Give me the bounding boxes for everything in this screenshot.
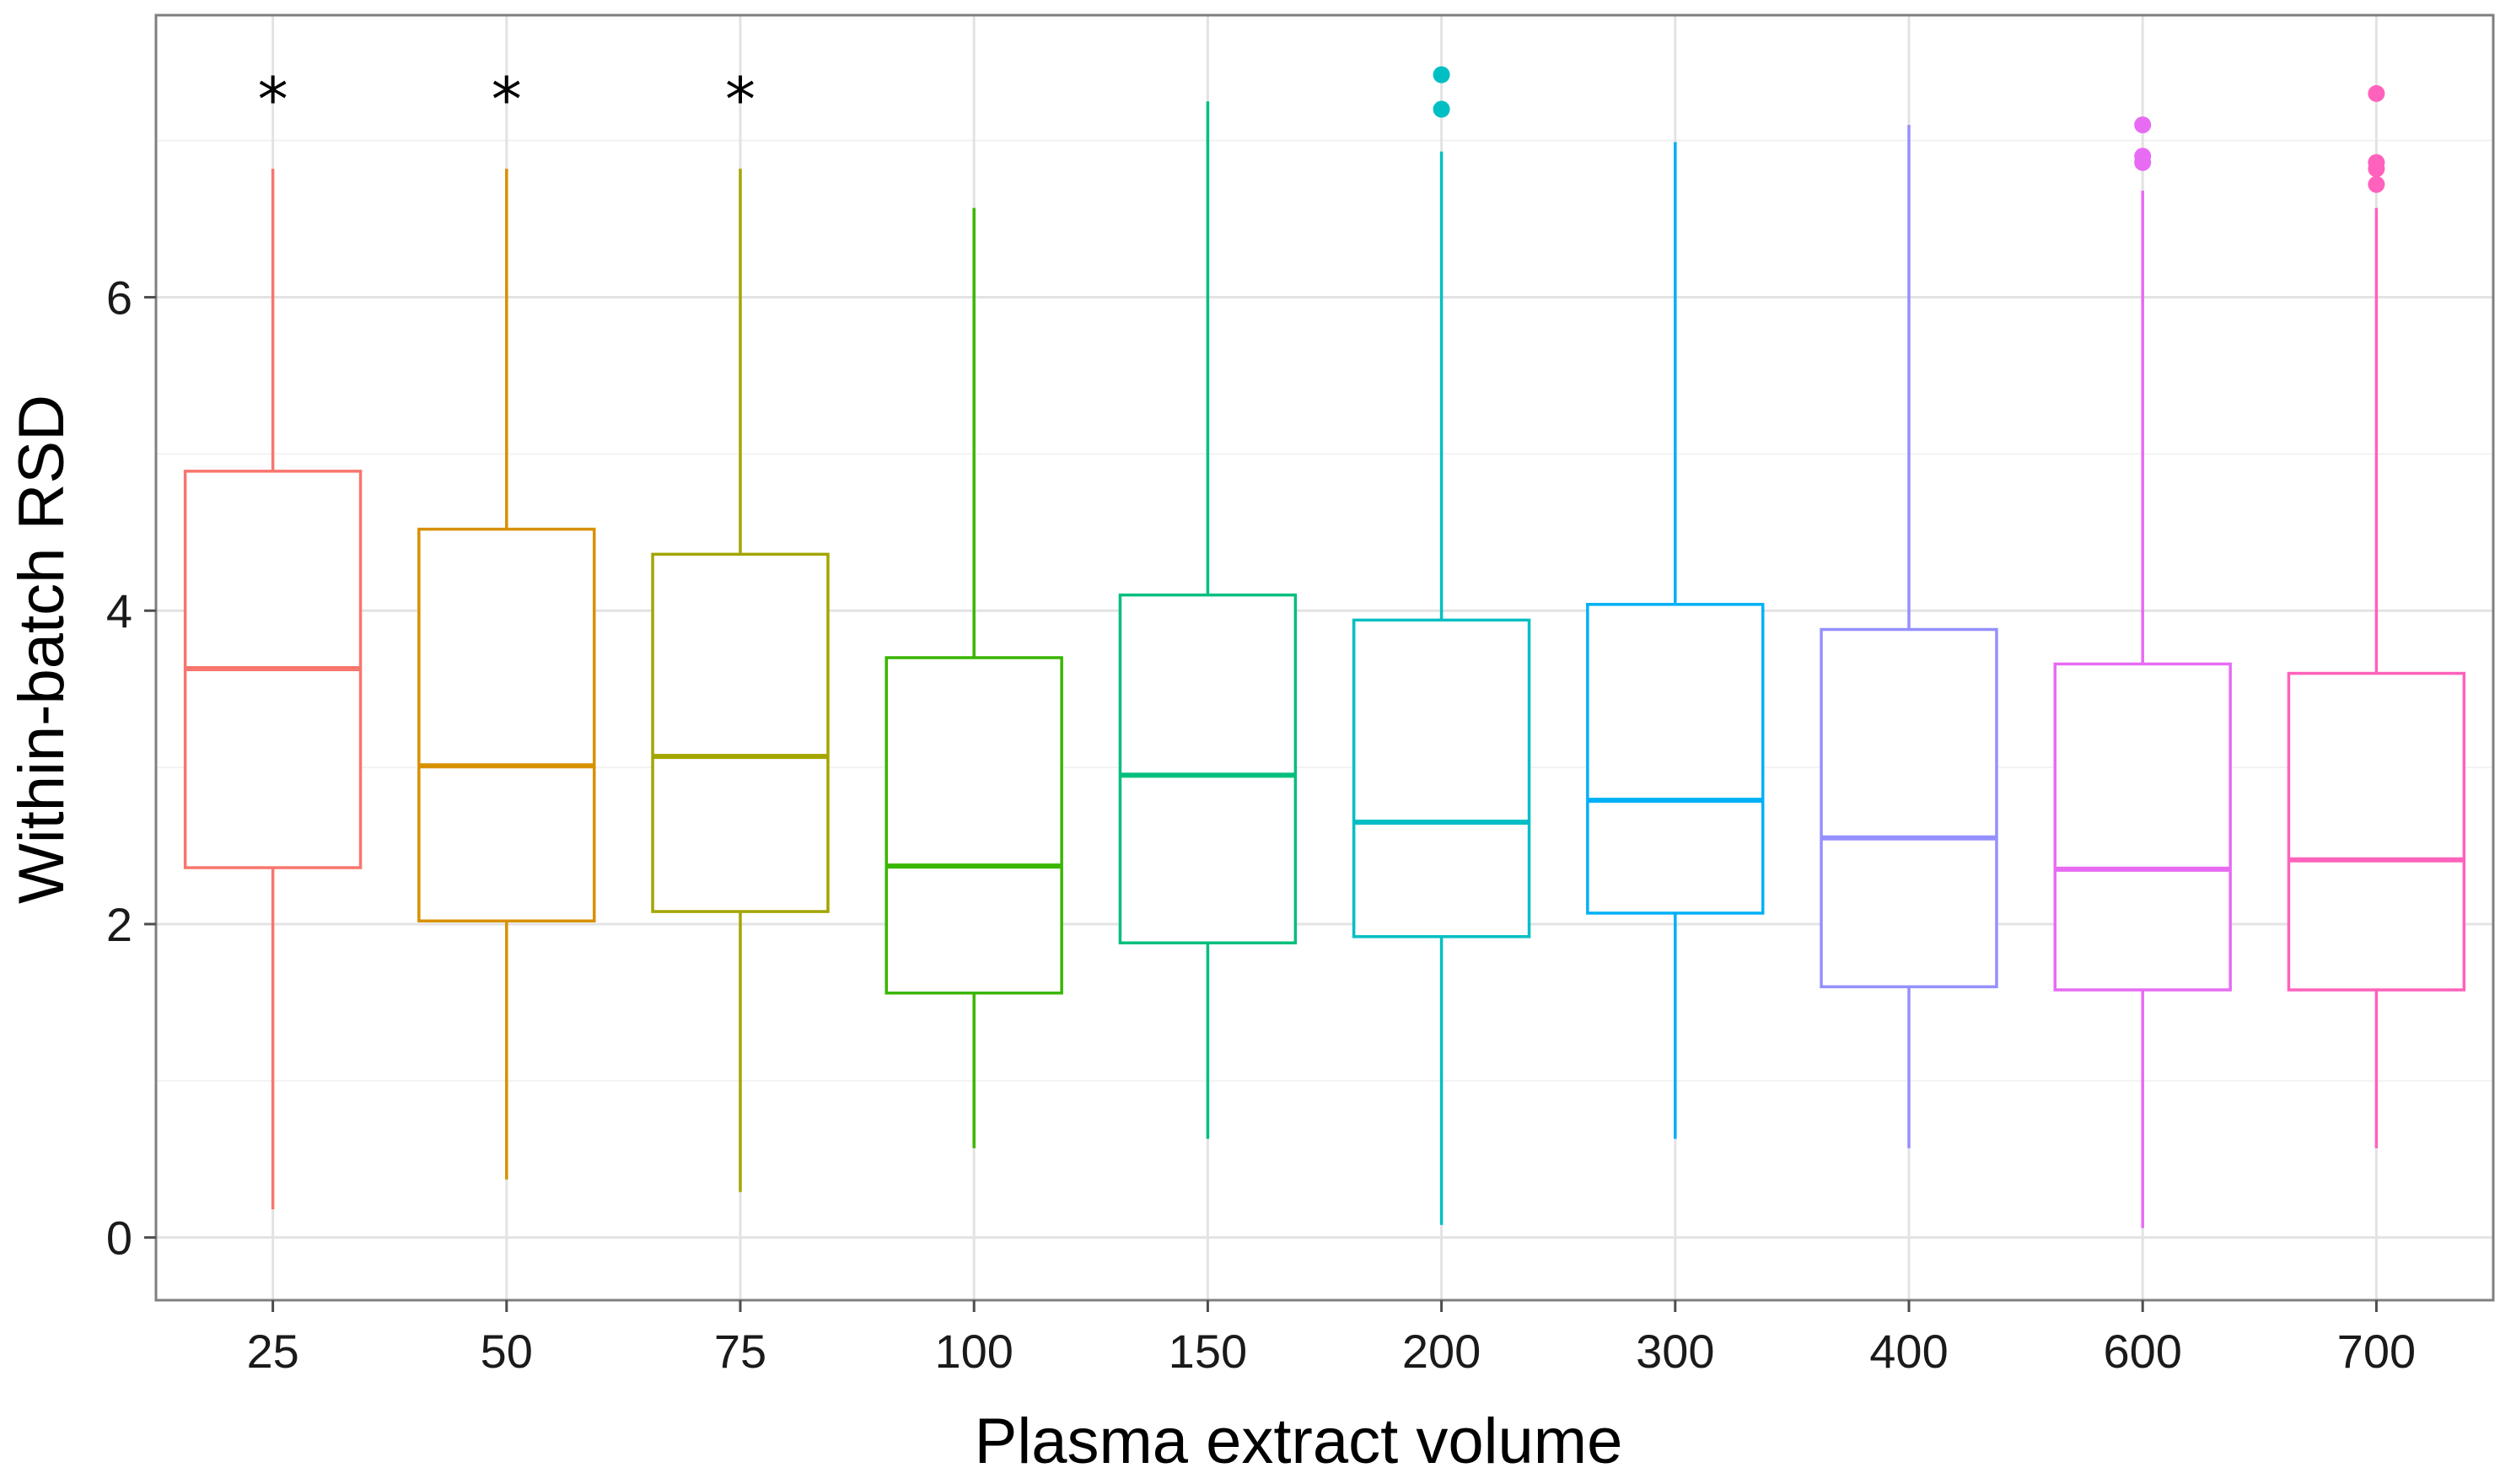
box-150 — [1118, 101, 1298, 1139]
axis-ticks: 0 2 4 6 25 50 75 100 150 200 300 400 600 700 — [106, 272, 2416, 1378]
y-tick-label: 6 — [106, 272, 132, 325]
outlier-point — [2134, 148, 2152, 165]
box-200 — [1352, 66, 1531, 1225]
box-75 — [651, 169, 830, 1192]
outlier-point — [2368, 175, 2385, 193]
box-body — [1820, 627, 1998, 989]
x-tick-label: 25 — [246, 1325, 298, 1378]
box-100 — [884, 207, 1063, 1148]
x-axis-title: Plasma extract volume — [975, 1406, 1623, 1477]
box-body — [1118, 593, 1298, 945]
box-body — [2287, 671, 2466, 992]
x-tick-label: 700 — [2337, 1325, 2416, 1378]
y-tick-label: 4 — [106, 584, 132, 637]
significance-asterisk: * — [725, 64, 755, 135]
x-tick-label: 200 — [1402, 1325, 1481, 1378]
x-tick-label: 600 — [2103, 1325, 2181, 1378]
box-body — [2053, 662, 2232, 992]
box-body — [417, 527, 596, 922]
outlier-point — [1433, 100, 1450, 118]
y-axis-title: Within-batch RSD — [6, 395, 78, 904]
outlier-point — [2134, 116, 2152, 134]
box-25 — [183, 169, 363, 1210]
box-600 — [2053, 116, 2232, 1229]
box-400 — [1820, 125, 1998, 1148]
plot-panel-border — [154, 13, 2495, 1302]
y-tick-label: 2 — [106, 898, 132, 951]
x-tick-label: 300 — [1636, 1325, 1714, 1378]
significance-marks: * * * — [258, 64, 755, 135]
y-tick-label: 0 — [106, 1212, 132, 1265]
box-50 — [417, 169, 596, 1180]
outlier-point — [1433, 66, 1450, 83]
box-body — [884, 656, 1063, 995]
outlier-point — [2368, 153, 2385, 171]
box-700 — [2287, 84, 2466, 1148]
significance-asterisk: * — [258, 64, 288, 135]
significance-asterisk: * — [492, 64, 522, 135]
box-body — [1352, 618, 1531, 938]
x-tick-label: 100 — [934, 1325, 1013, 1378]
box-300 — [1586, 142, 1765, 1139]
x-tick-label: 150 — [1169, 1325, 1247, 1378]
box-body — [1586, 603, 1765, 915]
box-body — [651, 552, 830, 913]
x-tick-label: 400 — [1869, 1325, 1948, 1378]
x-tick-label: 50 — [481, 1325, 533, 1378]
boxes — [183, 66, 2466, 1229]
x-tick-label: 75 — [714, 1325, 766, 1378]
outlier-point — [2368, 84, 2385, 102]
